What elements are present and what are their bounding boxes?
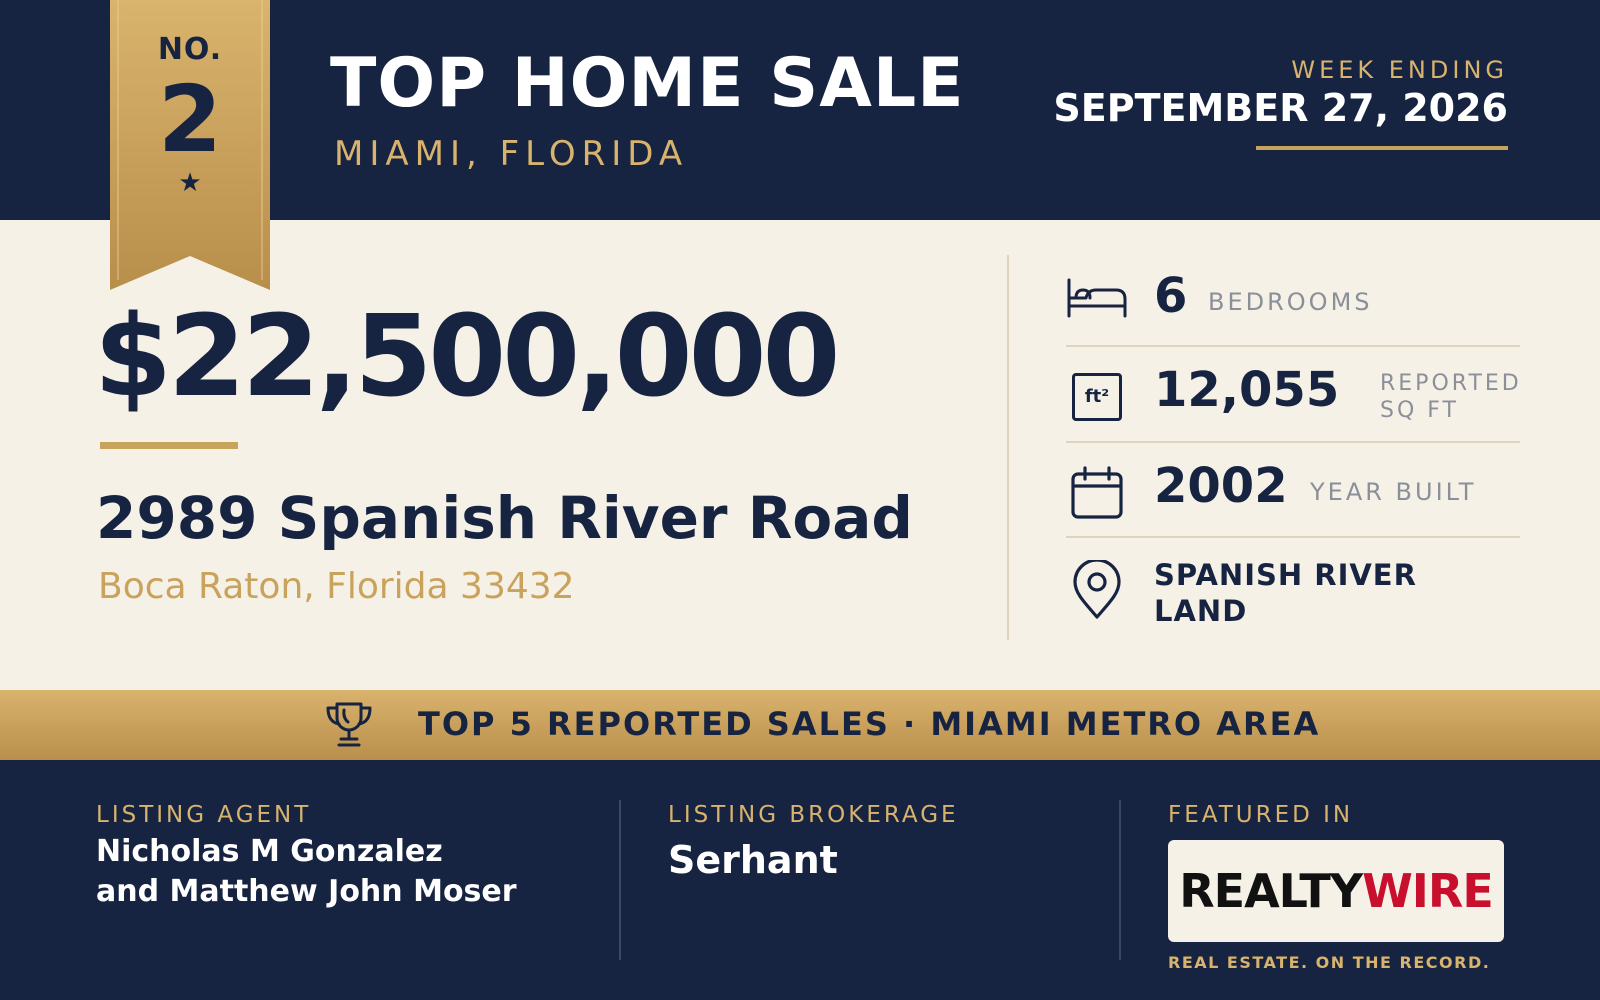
panel-divider xyxy=(1007,255,1009,640)
logo-tagline: REAL ESTATE. ON THE RECORD. xyxy=(1168,953,1491,972)
neighborhood-line2: LAND xyxy=(1154,594,1248,628)
brokerage-label: LISTING BROKERAGE xyxy=(668,802,959,828)
stat-divider xyxy=(1066,536,1520,538)
footer-divider xyxy=(619,800,621,960)
price-underline xyxy=(100,442,238,449)
banner-text: TOP 5 REPORTED SALES · MIAMI METRO AREA xyxy=(418,705,1321,743)
ribbon-shape xyxy=(110,0,270,290)
sale-price: $22,500,000 xyxy=(94,292,840,422)
bedrooms-value: 6 xyxy=(1154,268,1188,324)
property-address: 2989 Spanish River Road xyxy=(96,484,913,552)
footer-divider xyxy=(1119,800,1121,960)
brokerage-name: Serhant xyxy=(668,838,838,882)
stat-divider xyxy=(1066,441,1520,443)
logo-wordmark: REALTYWIRE xyxy=(1168,864,1504,918)
rank-ribbon: NO. 2 ★ xyxy=(110,0,270,290)
featured-label: FEATURED IN xyxy=(1168,802,1354,828)
year-built-value: 2002 xyxy=(1154,458,1288,514)
page-title: TOP HOME SALE xyxy=(330,44,965,123)
neighborhood-line1: SPANISH RIVER xyxy=(1154,558,1417,592)
stat-divider xyxy=(1066,345,1520,347)
calendar-icon xyxy=(1070,466,1124,524)
week-ending-label: WEEK ENDING xyxy=(1291,56,1508,84)
week-ending-date: SEPTEMBER 27, 2026 xyxy=(1053,86,1508,130)
ft2-icon: ft² xyxy=(1072,373,1122,421)
rank-label: NO. xyxy=(157,32,223,67)
sqft-label-line1: REPORTED xyxy=(1380,371,1522,396)
year-built-label: YEAR BUILT xyxy=(1310,478,1477,506)
agent-name-line1: Nicholas M Gonzalez xyxy=(96,834,443,869)
location-pin-icon xyxy=(1072,558,1122,624)
top-sales-banner xyxy=(0,690,1600,760)
rank-number: 2 xyxy=(157,66,222,173)
bedrooms-label: BEDROOMS xyxy=(1208,288,1373,316)
agent-label: LISTING AGENT xyxy=(96,802,312,828)
agent-name-line2: and Matthew John Moser xyxy=(96,874,517,909)
page-subtitle: MIAMI, FLORIDA xyxy=(334,134,689,174)
listing-panel xyxy=(0,220,1600,690)
logo-wire: WIRE xyxy=(1362,864,1494,918)
sqft-value: 12,055 xyxy=(1154,362,1340,418)
sqft-label-line2: SQ FT xyxy=(1380,398,1459,423)
date-underline xyxy=(1256,146,1508,150)
bed-icon xyxy=(1066,276,1128,324)
property-city: Boca Raton, Florida 33432 xyxy=(98,566,575,607)
logo-realty: REALTY xyxy=(1179,864,1363,918)
trophy-icon xyxy=(324,700,374,754)
realtywire-logo: REALTYWIRE xyxy=(1168,840,1504,942)
ft2-icon-text: ft² xyxy=(1084,386,1110,407)
star-icon: ★ xyxy=(178,168,202,198)
